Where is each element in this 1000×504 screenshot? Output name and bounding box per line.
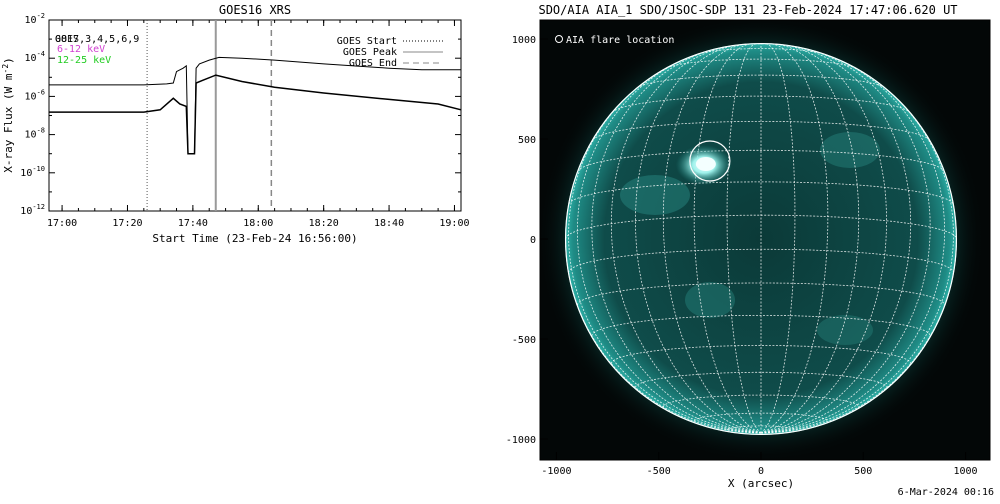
aia-grid-longitude (760, 79, 954, 434)
aia-grid-latitude (610, 344, 912, 364)
goes-band-low-label: 6-12 keV (57, 44, 105, 55)
aia-grid-longitude (760, 43, 829, 434)
aia-x-tick-label: -1000 (541, 466, 571, 477)
aia-image-area (540, 20, 990, 460)
aia-grid-longitude (760, 45, 888, 434)
aia-flare (675, 140, 732, 185)
aia-grid-latitude (592, 121, 930, 141)
aia-grid-longitude (576, 54, 762, 434)
goes-x-tick-label: 17:20 (112, 218, 142, 229)
goes-channel-label: 0817,3,4,5,6,9 (55, 34, 139, 45)
aia-y-tick-label: -500 (512, 335, 536, 346)
goes-event-lines (146, 20, 273, 211)
goes-xrs-panel: GOES16 XRS 10-12 10-10 10-8 10-6 10-4 10-2 17… (0, 0, 480, 270)
goes-x-axis: 17:00 17:20 17:40 18:00 18:20 18:40 19:00 (47, 20, 470, 229)
goes-x-tick-label: 18:00 (243, 218, 273, 229)
aia-flare-location-marker (689, 140, 731, 182)
aia-image-panel: SDO/AIA AIA_1 SDO/JSOC-SDP 131 23-Feb-20… (495, 0, 1000, 500)
aia-grid-longitude (610, 45, 762, 434)
goes-y-tick-label: 10-2 (25, 12, 45, 26)
aia-plot-frame (539, 19, 991, 461)
goes-series (49, 56, 462, 155)
aia-legend-marker (555, 35, 563, 43)
goes-band-high-label: 12-25 keV (57, 55, 111, 66)
goes-y-label: X-ray Flux (W m-2) (1, 57, 15, 173)
aia-y-tick-label: 1000 (512, 35, 536, 46)
goes-x-tick-label: 18:40 (374, 218, 404, 229)
legend-peak-label: GOES Peak (343, 47, 397, 58)
goes-x-tick-label: 17:40 (178, 218, 208, 229)
aia-grid-longitude (760, 48, 931, 434)
aia-grid-longitude (634, 45, 762, 434)
goes-x-tick-label: 19:00 (439, 218, 469, 229)
aia-legend-label: AIA flare location (566, 35, 674, 46)
aia-x-tick-label: 500 (854, 466, 872, 477)
aia-active-region (620, 175, 690, 215)
aia-grid-longitude (662, 43, 762, 434)
goes-channel-overlap: GOES (55, 34, 79, 45)
aia-grid-longitude (760, 54, 946, 434)
aia-grid-longitude (760, 45, 912, 434)
aia-grid-latitude (666, 58, 856, 69)
goes-y-tick-label: 10-6 (25, 88, 45, 102)
legend-start-label: GOES Start (337, 36, 397, 47)
aia-y-tick-label: 500 (518, 135, 536, 146)
aia-x-tick-label: 1000 (953, 466, 977, 477)
goes-plot-frame (48, 19, 462, 212)
aia-grid-latitude (577, 149, 945, 172)
goes-y-axis: 10-12 10-10 10-8 10-6 10-4 10-2 (20, 12, 461, 217)
aia-active-region (685, 282, 735, 318)
aia-heliographic-grid (564, 42, 958, 436)
goes-title: GOES16 XRS (219, 3, 291, 17)
goes-y-tick-label: 10-8 (25, 127, 45, 141)
aia-active-region (820, 132, 880, 168)
aia-grid-latitude (568, 181, 954, 205)
aia-grid-longitude (693, 43, 762, 434)
goes-y-tick-label: 10-12 (20, 203, 45, 217)
aia-limb (564, 42, 958, 436)
aia-grid-longitude (726, 43, 762, 434)
aia-title: SDO/AIA AIA_1 SDO/JSOC-SDP 131 23-Feb-20… (538, 3, 957, 17)
aia-grid-longitude (568, 79, 762, 434)
goes-series-line-low (49, 56, 461, 155)
goes-y-tick-label: 10-4 (25, 50, 45, 64)
goes-y-tick-label: 10-10 (20, 165, 45, 179)
aia-grid-longitude (760, 43, 860, 434)
aia-image-chart: SDO/AIA AIA_1 SDO/JSOC-SDP 131 23-Feb-20… (506, 3, 991, 490)
aia-x-label: X (arcsec) (728, 477, 794, 490)
aia-grid-latitude (698, 48, 824, 55)
aia-x-tick-label: 0 (758, 466, 764, 477)
goes-x-tick-label: 17:00 (47, 218, 77, 229)
aia-grid-longitude (591, 48, 762, 434)
date-stamp: 6-Mar-2024 00:16 (897, 487, 994, 498)
legend-end-label: GOES End (349, 58, 397, 69)
aia-y-axis: -1000 -500 0 500 1000 (506, 35, 548, 446)
goes-xrs-chart: GOES16 XRS 10-12 10-10 10-8 10-6 10-4 10-2 17… (1, 3, 470, 245)
aia-y-tick-label: 0 (530, 235, 536, 246)
goes-series-line-high (49, 74, 462, 155)
goes-legend: GOES Start GOES Peak GOES End (337, 36, 443, 69)
aia-grid-longitude (760, 43, 796, 434)
goes-x-tick-label: 18:20 (309, 218, 339, 229)
goes-x-label: Start Time (23-Feb-24 16:56:00) (152, 232, 357, 245)
aia-active-region (817, 315, 873, 345)
aia-y-tick-label: -1000 (506, 435, 536, 446)
aia-x-axis: -1000 -500 0 500 1000 (541, 452, 978, 477)
aia-flare-core (695, 157, 716, 171)
aia-x-tick-label: -500 (647, 466, 671, 477)
